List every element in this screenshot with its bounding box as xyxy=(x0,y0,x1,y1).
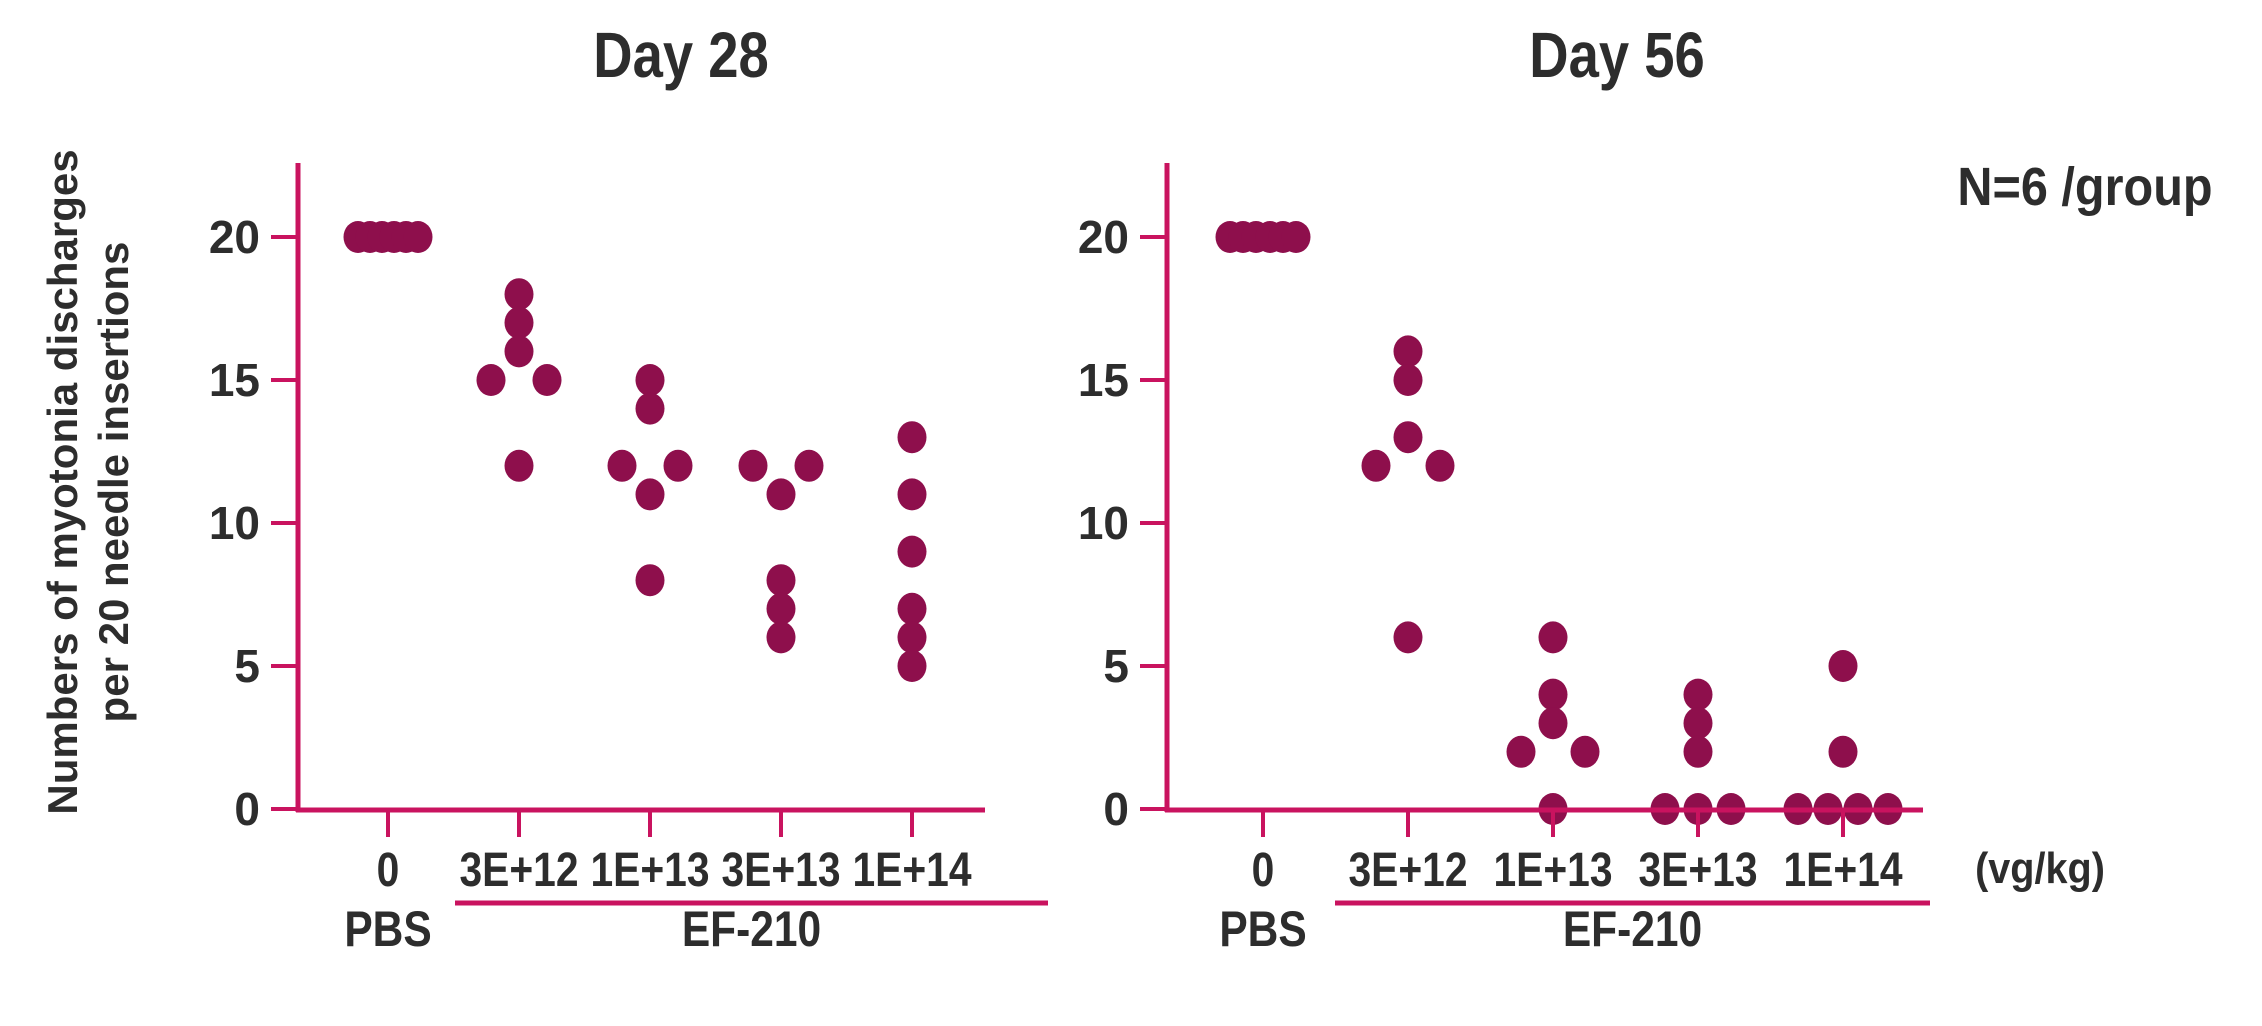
dose-unit-label: (vg/kg) xyxy=(1975,844,2105,893)
y-tick-label: 10 xyxy=(209,497,260,549)
y-tick-label: 20 xyxy=(1078,211,1129,263)
x-tick-label-0: 0 xyxy=(377,844,400,897)
data-point xyxy=(897,421,927,454)
data-point xyxy=(897,592,927,625)
data-point xyxy=(1281,221,1311,253)
x-tick-label-0: 0 xyxy=(1252,844,1275,897)
data-point xyxy=(504,449,534,482)
y-tick-label: 10 xyxy=(1078,497,1129,549)
y-tick-label: 5 xyxy=(1103,640,1129,692)
dose-group-1E+13 xyxy=(1506,621,1600,825)
data-point xyxy=(1683,707,1713,740)
dose-group-1E+13 xyxy=(607,364,693,597)
data-point xyxy=(1506,735,1536,768)
data-point xyxy=(1393,421,1423,454)
data-point xyxy=(1393,335,1423,368)
y-tick-label: 5 xyxy=(234,640,260,692)
y-tick-label: 15 xyxy=(1078,354,1129,406)
chart-title-day28: Day 28 xyxy=(593,19,769,91)
dose-group-1E+14 xyxy=(1783,650,1903,825)
data-point xyxy=(1683,735,1713,768)
data-point xyxy=(1393,364,1423,396)
dose-group-3E+12 xyxy=(1361,335,1455,654)
data-point xyxy=(897,621,927,654)
dose-group-0 xyxy=(343,221,433,253)
data-point xyxy=(504,335,534,368)
x-tick-label-1e+14: 1E+14 xyxy=(1783,844,1902,897)
data-point xyxy=(1425,449,1455,482)
data-point xyxy=(504,278,534,311)
data-point xyxy=(766,621,796,654)
x-tick-label-3e+13: 3E+13 xyxy=(1638,844,1757,897)
group-label-ef210: EF-210 xyxy=(682,901,821,957)
data-point xyxy=(635,392,665,425)
data-point xyxy=(403,221,433,253)
data-point xyxy=(1570,735,1600,768)
dose-group-1E+14 xyxy=(897,421,927,682)
data-point xyxy=(766,564,796,597)
data-point xyxy=(635,564,665,597)
data-point xyxy=(1828,735,1858,768)
data-point xyxy=(766,478,796,511)
x-tick-label-1e+14: 1E+14 xyxy=(852,844,971,897)
data-point xyxy=(1361,449,1391,482)
data-point xyxy=(897,650,927,682)
dose-group-3E+13 xyxy=(738,449,824,654)
group-label-pbs: PBS xyxy=(344,901,431,957)
data-point xyxy=(1828,650,1858,682)
data-point xyxy=(738,449,768,482)
dose-group-3E+13 xyxy=(1650,678,1746,825)
data-point xyxy=(897,535,927,568)
dose-group-3E+12 xyxy=(476,278,562,482)
data-point xyxy=(1538,621,1568,654)
data-point xyxy=(635,364,665,396)
data-point xyxy=(766,592,796,625)
data-point xyxy=(1538,678,1568,711)
plot-day-28: 20 15 10 5 0 0 3E+12 1E+13 3E+13 1E+14 PBS EF-210 xyxy=(209,163,1048,957)
y-tick-label: 15 xyxy=(209,354,260,406)
data-point xyxy=(1683,678,1713,711)
data-point xyxy=(635,478,665,511)
data-point xyxy=(897,478,927,511)
data-point xyxy=(532,364,562,396)
group-label-pbs: PBS xyxy=(1219,901,1306,957)
x-tick-label-1e+13: 1E+13 xyxy=(1493,844,1612,897)
data-point xyxy=(1538,707,1568,740)
data-point xyxy=(794,449,824,482)
plot-day-56: 20 15 10 5 0 0 3E+12 1E+13 3E+13 1E+14 PBS EF-210 xyxy=(1078,163,1930,957)
x-tick-label-3e+13: 3E+13 xyxy=(721,844,840,897)
data-point xyxy=(476,364,506,396)
dose-group-0 xyxy=(1215,221,1311,253)
data-point xyxy=(504,306,534,339)
x-tick-label-3e+12: 3E+12 xyxy=(459,844,578,897)
data-point xyxy=(607,449,637,482)
x-tick-label-1e+13: 1E+13 xyxy=(590,844,709,897)
data-point xyxy=(1393,621,1423,654)
y-tick-label: 0 xyxy=(1103,783,1129,835)
y-tick-label: 20 xyxy=(209,211,260,263)
group-size-annotation: N=6 /group xyxy=(1957,157,2213,217)
x-tick-label-3e+12: 3E+12 xyxy=(1348,844,1467,897)
y-tick-label: 0 xyxy=(234,783,260,835)
group-label-ef210: EF-210 xyxy=(1563,901,1702,957)
data-point xyxy=(663,449,693,482)
chart-title-day56: Day 56 xyxy=(1529,19,1705,91)
